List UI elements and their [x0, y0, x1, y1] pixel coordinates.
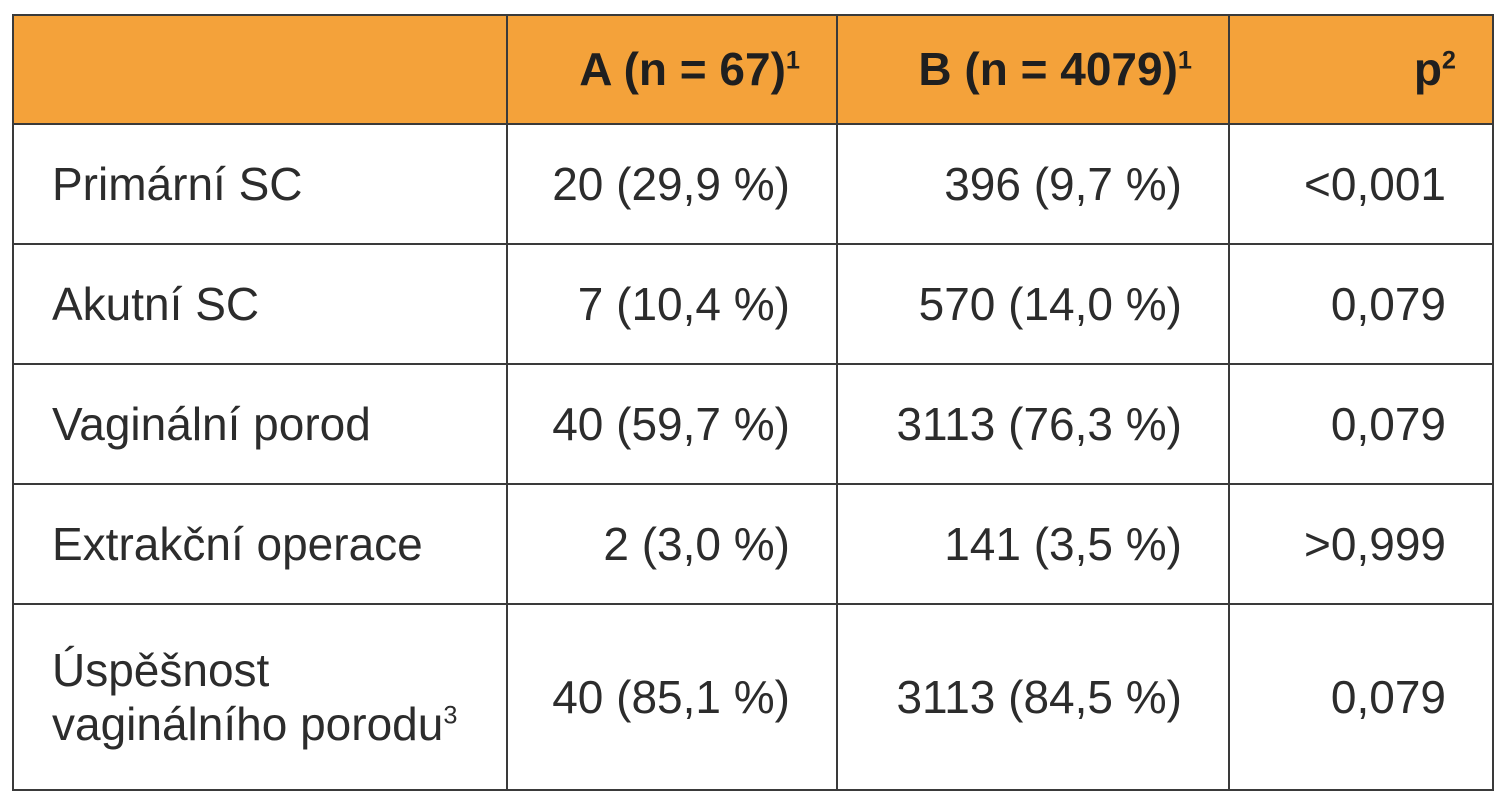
- row-label-text: Primární SC: [52, 157, 303, 210]
- table-row: Extrakční operace 2 (3,0 %) 141 (3,5 %) …: [12, 483, 1494, 605]
- table-row: Akutní SC 7 (10,4 %) 570 (14,0 %) 0,079: [12, 243, 1494, 365]
- table-row: Vaginální porod 40 (59,7 %) 3113 (76,3 %…: [12, 363, 1494, 485]
- cell-group-b: 570 (14,0 %): [836, 243, 1230, 365]
- cell-group-b: 141 (3,5 %): [836, 483, 1230, 605]
- row-label-text: Vaginální porod: [52, 397, 371, 450]
- cell-group-b: 3113 (84,5 %): [836, 603, 1230, 791]
- row-label: Úspěšnost vaginálního porodu3: [12, 603, 508, 791]
- cell-group-b: 396 (9,7 %): [836, 123, 1230, 245]
- cell-group-b: 3113 (76,3 %): [836, 363, 1230, 485]
- cell-group-a: 40 (85,1 %): [506, 603, 838, 791]
- cell-group-a: 20 (29,9 %): [506, 123, 838, 245]
- cell-p-value: 0,079: [1228, 363, 1494, 485]
- row-label: Akutní SC: [12, 243, 508, 365]
- cell-p-value: 0,079: [1228, 603, 1494, 791]
- header-group-a-text: A (n = 67): [579, 43, 786, 96]
- table-header-row: A (n = 67)1 B (n = 4079)1 p2: [12, 14, 1494, 125]
- cell-p-value: 0,079: [1228, 243, 1494, 365]
- cell-group-a: 40 (59,7 %): [506, 363, 838, 485]
- cell-p-value: >0,999: [1228, 483, 1494, 605]
- row-label-text: Akutní SC: [52, 277, 260, 330]
- header-p-text: p: [1413, 43, 1442, 96]
- results-table-container: A (n = 67)1 B (n = 4079)1 p2 Primární SC…: [12, 14, 1494, 791]
- header-cell-group-b: B (n = 4079)1: [836, 14, 1230, 125]
- header-cell-group-a: A (n = 67)1: [506, 14, 838, 125]
- results-table: A (n = 67)1 B (n = 4079)1 p2 Primární SC…: [12, 14, 1494, 791]
- row-label-text: Extrakční operace: [52, 517, 423, 570]
- header-cell-empty: [12, 14, 508, 125]
- cell-group-a: 7 (10,4 %): [506, 243, 838, 365]
- row-label: Primární SC: [12, 123, 508, 245]
- header-group-b-text: B (n = 4079): [918, 43, 1178, 96]
- row-label: Extrakční operace: [12, 483, 508, 605]
- header-p-footnote: 2: [1441, 47, 1456, 76]
- row-label: Vaginální porod: [12, 363, 508, 485]
- header-cell-p-value: p2: [1228, 14, 1494, 125]
- table-row: Primární SC 20 (29,9 %) 396 (9,7 %) <0,0…: [12, 123, 1494, 245]
- table-row: Úspěšnost vaginálního porodu3 40 (85,1 %…: [12, 603, 1494, 791]
- header-group-a-footnote: 1: [785, 47, 800, 76]
- cell-p-value: <0,001: [1228, 123, 1494, 245]
- row-label-text: Úspěšnost vaginálního porodu: [52, 643, 444, 750]
- row-label-footnote: 3: [443, 701, 458, 730]
- cell-group-a: 2 (3,0 %): [506, 483, 838, 605]
- header-group-b-footnote: 1: [1177, 47, 1192, 76]
